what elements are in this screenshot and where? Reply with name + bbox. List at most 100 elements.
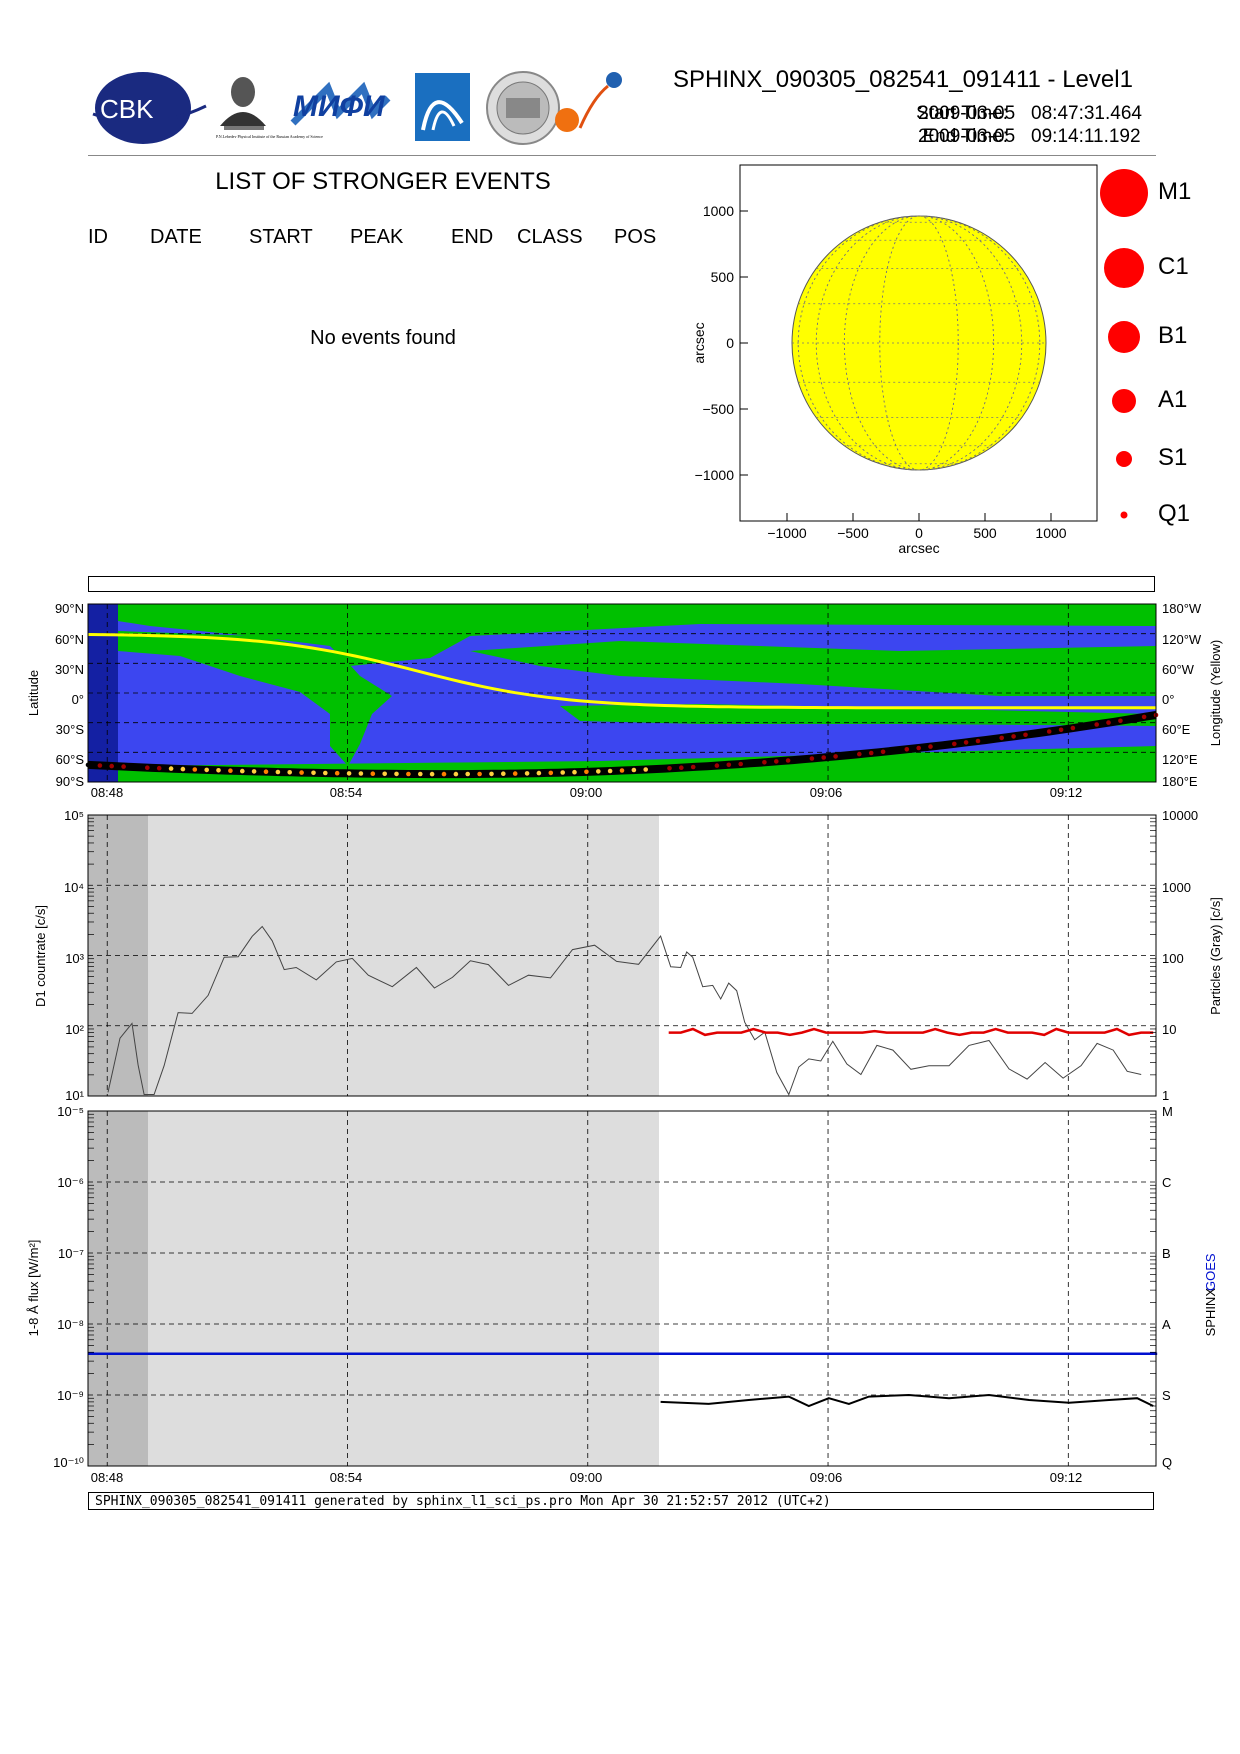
orbit-track-dot [323, 770, 328, 776]
university-seal-logo [486, 71, 560, 145]
sphinx-flux-series [660, 1393, 1154, 1408]
orbit-time-3: 09:06 [810, 785, 843, 800]
count-rtick-2: 100 [1162, 951, 1184, 966]
orbit-time-2: 09:00 [570, 785, 603, 800]
orbit-track-dot [868, 750, 874, 756]
orbit-track-dot [334, 770, 340, 776]
orbit-track-dot [548, 770, 554, 776]
orbit-track-dot [441, 771, 447, 777]
sun-ylabel: arcsec [691, 322, 707, 363]
sun-xtick-1: −500 [837, 525, 869, 541]
orbit-track-dot [512, 771, 518, 776]
orbit-track-dot [287, 770, 293, 775]
orbit-track-dot [429, 771, 435, 777]
flux-class-M: M [1162, 1104, 1173, 1119]
sun-xtick-0: −1000 [767, 525, 807, 541]
flux-class-A: A [1162, 1317, 1171, 1332]
orbit-track-dot [263, 769, 269, 774]
sun-ytick-2: 0 [726, 335, 734, 351]
orbit-track-dot [916, 745, 921, 751]
orbit-track-dot [418, 771, 423, 777]
orbit-track-dot [133, 764, 138, 770]
count-rtick-0: 10000 [1162, 808, 1198, 823]
land-mass-0 [118, 604, 1156, 666]
legend-dot-s1 [1116, 451, 1132, 467]
orbit-track-dot [204, 767, 209, 773]
orbit-track-dot [572, 769, 577, 775]
count-ylabel-left: D1 countrate [c/s] [33, 905, 48, 1007]
orbit-track-dot [1046, 729, 1052, 734]
orbit-track-dot [619, 768, 625, 773]
countrate-panel [87, 814, 1157, 1097]
count-ltick-4: 10¹ [65, 1088, 84, 1103]
orbit-time-1: 08:54 [330, 785, 363, 800]
orbit-map-panel [85, 603, 1159, 783]
orbit-track-dot [584, 769, 589, 775]
flux-ltick-2: 10⁻⁷ [58, 1246, 84, 1261]
orbit-track-dot [1023, 732, 1028, 738]
orbit-track-dot [928, 744, 933, 749]
orbit-track-dot [251, 769, 257, 774]
orbit-track-dot [774, 759, 779, 764]
orbit-track-dot [109, 763, 114, 769]
page-title: SPHINX_090305_082541_091411 - Level1 [673, 66, 1133, 93]
orbit-track-dot [952, 741, 957, 747]
sun-logo [555, 72, 622, 132]
orbit-track-dot [299, 770, 304, 775]
orbit-track-dot [489, 771, 494, 777]
events-title: LIST OF STRONGER EVENTS [215, 168, 551, 195]
lat-tick-2: 30°N [55, 662, 84, 677]
countrate-gray-series [107, 925, 1142, 1096]
flux-time-1: 08:54 [330, 1470, 363, 1485]
time-series-panels: 90°N 60°N 30°N 0° 30°S 60°S 90°S Latitud… [26, 601, 1223, 1485]
orbit-ylabel-left: Latitude [26, 670, 41, 716]
start-time-label: Start Time: [916, 103, 1008, 124]
lat-tick-4: 30°S [56, 722, 85, 737]
lon-tick-5: 120°E [1162, 752, 1198, 767]
events-col-pos: POS [614, 226, 657, 248]
count-ltick-1: 10⁴ [64, 880, 84, 895]
orbit-track-dot [857, 751, 862, 757]
header-divider [88, 155, 1156, 156]
sun-xlabel: arcsec [898, 540, 939, 556]
end-time-label: End Time: [922, 126, 1008, 147]
orbit-track-dot [714, 763, 720, 768]
flux-class-S: S [1162, 1388, 1171, 1403]
orbit-track-dot [180, 766, 186, 772]
orbit-track-dot [192, 767, 198, 772]
orbit-track-dot [560, 770, 565, 775]
cbk-logo-text: CBK [100, 94, 154, 124]
flux-ylabel-left: 1-8 Å flux [W/m²] [26, 1240, 41, 1337]
cbk-logo-small: PAN [190, 97, 204, 104]
legend-label-q1: Q1 [1158, 500, 1191, 527]
orbit-track-dot [145, 765, 150, 770]
lon-tick-3: 0° [1162, 692, 1174, 707]
lon-tick-4: 60°E [1162, 722, 1191, 737]
orbit-track-dot [1058, 727, 1064, 733]
mifi-logo: МИФИ [290, 81, 391, 126]
orbit-ground-track [87, 633, 1156, 710]
sun-ytick-3: −500 [702, 401, 734, 417]
events-col-id: ID [88, 226, 108, 248]
orbit-track-dot [785, 758, 791, 763]
orbit-track-dot [963, 740, 969, 745]
land-mass-3 [560, 704, 1156, 726]
lebedev-caption: P.N.Lebedev Physical Institute of the Ru… [216, 134, 323, 139]
cbk-logo: CBK PAN [92, 72, 207, 144]
orbit-track-dot [631, 767, 637, 773]
orbit-track-dot [655, 766, 660, 772]
count-ltick-2: 10³ [65, 951, 84, 966]
sun-ytick-0: 1000 [703, 203, 734, 219]
orbit-track-dot [667, 766, 672, 771]
events-col-start: START [249, 226, 313, 248]
flux-time-3: 09:06 [810, 1470, 843, 1485]
orbit-track-dot [797, 757, 803, 762]
legend-dot-b1 [1108, 321, 1140, 353]
start-time-value: 2009-03-05 08:47:31.464 [918, 103, 1142, 124]
orbit-track-dot [465, 771, 471, 777]
legend-label-s1: S1 [1158, 444, 1188, 471]
orbit-track-dot [453, 771, 459, 777]
orbit-track-dot [382, 771, 388, 777]
orbit-track-dot [228, 768, 233, 773]
orbit-track-dot [880, 749, 886, 755]
